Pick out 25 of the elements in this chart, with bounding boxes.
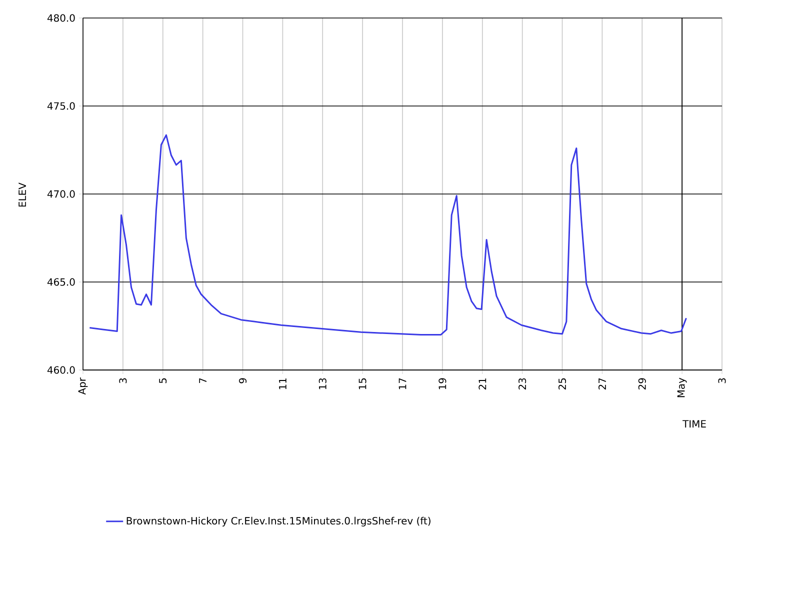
x-tick-label: 9 (238, 378, 247, 384)
x-tick-label: 19 (438, 378, 446, 390)
x-tick-label: 11 (279, 378, 286, 390)
x-tick-label: 5 (159, 378, 167, 384)
y-tick-label: 480.0 (47, 14, 75, 22)
x-tick-label: May (677, 378, 687, 398)
x-tick-label: 29 (638, 378, 646, 390)
y-tick-label: 470.0 (47, 190, 75, 198)
x-tick-label: 21 (478, 378, 486, 390)
x-tick-label: 7 (199, 378, 206, 384)
x-tick-label: 23 (518, 378, 526, 390)
y-tick-label: 465.0 (47, 278, 75, 286)
x-tick-label: 3 (119, 378, 127, 384)
x-tick-label: 15 (358, 378, 366, 390)
legend-label: Brownstown-Hickory Cr.Elev.Inst.15Minutes.0.lrgsShef-rev (ft) (126, 516, 430, 526)
x-tick-label: 17 (398, 378, 406, 390)
x-tick-label: Apr (78, 378, 88, 395)
x-tick-label: 27 (598, 378, 606, 390)
x-tick-label: 25 (558, 378, 566, 390)
y-tick-label: 475.0 (47, 102, 75, 110)
x-axis-title: TIME (682, 420, 706, 428)
x-tick-label: 13 (318, 378, 326, 390)
y-tick-label: 460.0 (47, 366, 75, 374)
y-axis-title: ELEV (18, 182, 26, 207)
x-tick-label: 3 (718, 378, 726, 384)
